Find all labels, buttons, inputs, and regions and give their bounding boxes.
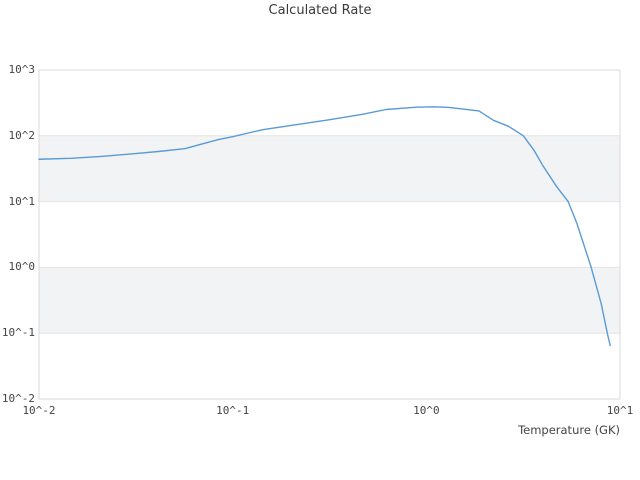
y-tick-label: 10^0	[8, 260, 36, 274]
x-axis-label: Temperature (GK)	[518, 423, 620, 437]
y-tick-label: 10^3	[8, 63, 36, 76]
decade-band	[39, 267, 620, 334]
y-tick-label: 10^-2	[1, 392, 35, 405]
rate-line	[38, 106, 611, 347]
y-tick-label: 10^-1	[1, 326, 35, 340]
decade-band	[39, 135, 620, 202]
plot-outline	[38, 69, 621, 400]
chart-title: Calculated Rate	[268, 3, 372, 18]
x-tick-label: 10^1	[606, 404, 634, 417]
x-tick-label: 10^-1	[216, 404, 250, 417]
x-tick-label: 10^-2	[22, 404, 56, 417]
x-tick-label: 10^0	[413, 404, 440, 417]
y-tick-label: 10^2	[8, 128, 36, 142]
y-tick-label: 10^1	[8, 194, 36, 208]
